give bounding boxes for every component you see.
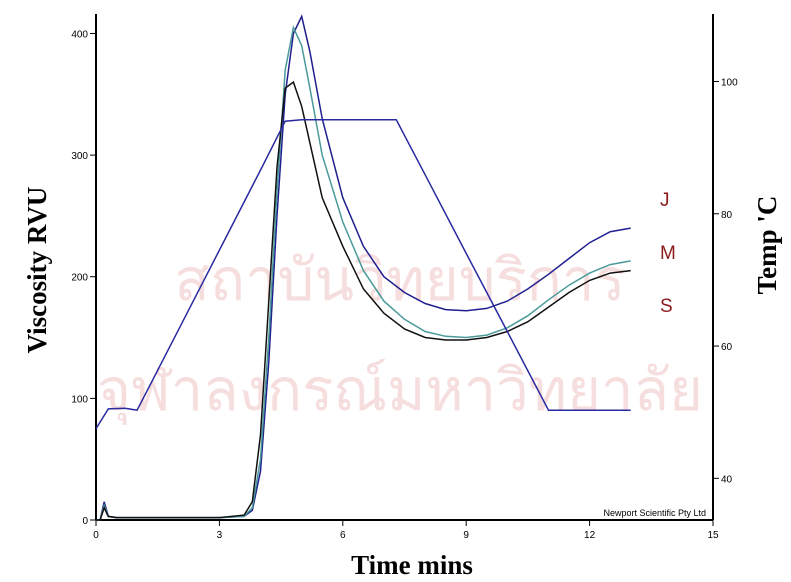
y2-tick-label: 100 xyxy=(721,77,738,88)
series-line xyxy=(96,80,631,521)
y-tick-label: 100 xyxy=(71,394,88,405)
x-tick-label: 15 xyxy=(707,530,719,541)
x-tick-label: 9 xyxy=(463,530,469,541)
y2-tick-label: 40 xyxy=(721,474,733,485)
watermark: จุฬาลงกรณ์มหาวิทยาลัย xyxy=(97,358,703,426)
y2-tick-label: 80 xyxy=(721,210,733,221)
series-label: M xyxy=(660,243,676,264)
y-tick-label: 0 xyxy=(82,516,88,527)
y2-axis-title: Temp 'C xyxy=(752,196,782,295)
series-label: J xyxy=(660,190,670,211)
x-tick-label: 0 xyxy=(93,530,99,541)
y-tick-label: 300 xyxy=(71,151,88,162)
annotation: Newport Scientific Pty Ltd xyxy=(603,508,706,518)
series-label: S xyxy=(660,296,673,317)
x-tick-label: 6 xyxy=(340,530,346,541)
y-tick-label: 400 xyxy=(71,29,88,40)
series-line xyxy=(95,119,631,430)
y-axis-title: Viscosity RVU xyxy=(22,187,52,354)
watermark: สถาบันวิทยบริการ xyxy=(174,248,625,313)
x-tick-label: 12 xyxy=(584,530,596,541)
x-axis-title: Time mins xyxy=(351,550,473,580)
y2-tick-label: 60 xyxy=(721,342,733,353)
x-tick-label: 3 xyxy=(217,530,223,541)
y-tick-label: 200 xyxy=(71,273,88,284)
